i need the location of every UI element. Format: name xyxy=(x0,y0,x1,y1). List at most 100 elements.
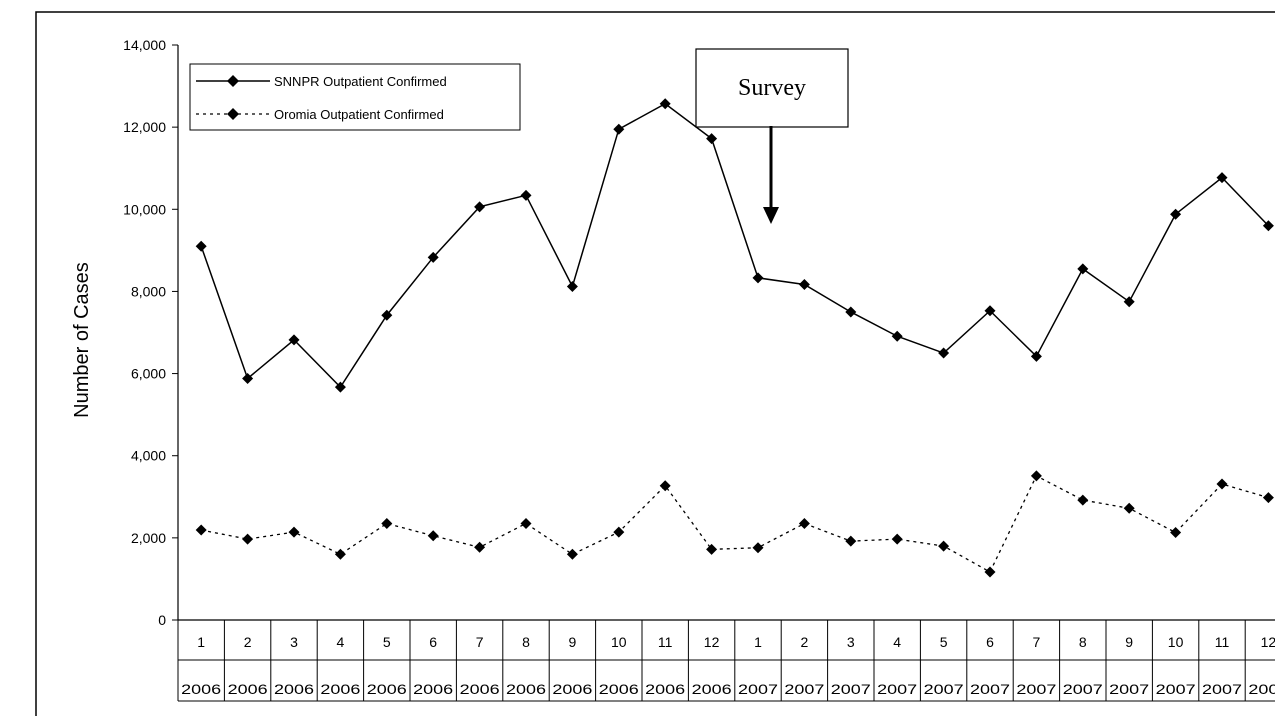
survey-box xyxy=(695,48,849,128)
data-point-snnpr xyxy=(334,381,346,393)
data-point-oromia xyxy=(242,533,254,545)
x-tick-label-year: 2006 xyxy=(692,681,732,697)
data-point-oromia xyxy=(195,524,207,536)
data-point-oromia xyxy=(752,542,764,554)
data-point-snnpr xyxy=(1123,296,1135,308)
x-tick-label-year: 2006 xyxy=(460,681,500,697)
data-point-oromia xyxy=(1170,527,1182,539)
legend-marker-snnpr xyxy=(227,75,239,87)
x-tick-label-month: 11 xyxy=(658,634,673,650)
x-tick-label-year: 2007 xyxy=(1202,681,1242,697)
series-line-oromia xyxy=(201,474,1269,573)
data-point-snnpr xyxy=(1262,220,1274,232)
data-point-snnpr xyxy=(1216,172,1228,184)
data-point-oromia xyxy=(1030,470,1042,482)
x-tick-label-month: 4 xyxy=(337,634,345,650)
x-tick-label-year: 2007 xyxy=(877,681,917,697)
data-point-oromia xyxy=(659,480,671,492)
x-tick-label-month: 12 xyxy=(704,634,720,650)
x-tick-label-month: 1 xyxy=(197,634,205,650)
x-tick-label-month: 5 xyxy=(940,634,948,650)
x-tick-label-month: 3 xyxy=(290,634,298,650)
x-tick-label-year: 2007 xyxy=(1156,681,1196,697)
data-point-oromia xyxy=(474,541,486,553)
x-tick-label-year: 2007 xyxy=(1016,681,1056,697)
data-point-snnpr xyxy=(891,330,903,342)
y-tick-label: 8,000 xyxy=(131,283,166,299)
data-point-oromia xyxy=(613,526,625,538)
x-tick-label-year: 2007 xyxy=(738,681,778,697)
x-tick-label-month: 8 xyxy=(522,634,530,650)
data-point-oromia xyxy=(706,543,718,555)
data-point-oromia xyxy=(938,540,950,552)
data-point-oromia xyxy=(1262,492,1274,504)
y-axis-label: Number of Cases xyxy=(71,262,93,418)
x-tick-label-year: 2006 xyxy=(413,681,453,697)
x-tick-label-month: 6 xyxy=(429,634,437,650)
x-tick-label-year: 2007 xyxy=(1063,681,1103,697)
x-tick-label-year: 2006 xyxy=(274,681,314,697)
x-tick-label-month: 8 xyxy=(1079,634,1087,650)
x-tick-label-year: 2006 xyxy=(645,681,685,697)
data-point-snnpr xyxy=(427,251,439,263)
data-point-snnpr xyxy=(845,306,857,318)
data-point-snnpr xyxy=(474,201,486,213)
x-tick-label-month: 7 xyxy=(476,634,484,650)
series-layer xyxy=(195,98,1274,578)
data-point-oromia xyxy=(845,535,857,547)
axes: 0 2,000 4,000 6,000 8,000 10,000 12,000 14,000 1… xyxy=(123,37,1275,702)
data-point-oromia xyxy=(1123,502,1135,514)
data-point-snnpr xyxy=(984,305,996,317)
x-tick-label-month: 2 xyxy=(244,634,252,650)
data-point-snnpr xyxy=(1030,350,1042,362)
data-point-snnpr xyxy=(1170,208,1182,220)
x-tick-label-month: 10 xyxy=(1168,634,1184,650)
legend-marker-oromia xyxy=(227,108,239,120)
data-point-oromia xyxy=(288,526,300,538)
x-tick-label-year: 2007 xyxy=(924,681,964,697)
x-tick-label-month: 5 xyxy=(383,634,391,650)
y-tick-label: 6,000 xyxy=(131,366,166,382)
data-point-snnpr xyxy=(520,189,532,201)
survey-label: Survey xyxy=(738,75,806,101)
x-tick-label-year: 2007 xyxy=(1248,681,1275,697)
x-tick-label-month: 12 xyxy=(1261,634,1275,650)
data-point-snnpr xyxy=(798,278,810,290)
x-tick-label-month: 6 xyxy=(986,634,994,650)
x-tick-label-year: 2007 xyxy=(784,681,824,697)
data-point-snnpr xyxy=(288,334,300,346)
x-tick-label-year: 2007 xyxy=(1109,681,1149,697)
x-tick-label-year: 2007 xyxy=(831,681,871,697)
x-tick-label-year: 2006 xyxy=(552,681,592,697)
legend: SNNPR Outpatient Confirmed Oromia Outpat… xyxy=(189,63,521,131)
survey-arrow-head xyxy=(763,207,779,224)
legend-label-oromia: Oromia Outpatient Confirmed xyxy=(274,107,444,122)
x-tick-label-year: 2006 xyxy=(367,681,407,697)
data-point-snnpr xyxy=(752,272,764,284)
x-tick-label-month: 11 xyxy=(1215,634,1230,650)
x-tick-label-year: 2006 xyxy=(506,681,546,697)
y-tick-label: 2,000 xyxy=(131,530,166,546)
y-tick-label: 14,000 xyxy=(123,37,166,53)
data-point-snnpr xyxy=(195,240,207,252)
survey-annotation: Survey xyxy=(695,48,849,224)
x-tick-label-month: 3 xyxy=(847,634,855,650)
data-point-oromia xyxy=(984,566,996,578)
data-point-oromia xyxy=(334,548,346,560)
x-tick-label-year: 2006 xyxy=(228,681,268,697)
data-point-snnpr xyxy=(1077,263,1089,275)
x-tick-label-year: 2007 xyxy=(970,681,1010,697)
data-point-oromia xyxy=(427,530,439,542)
y-tick-label: 10,000 xyxy=(123,201,166,217)
figure-border xyxy=(35,11,1275,716)
data-point-snnpr xyxy=(613,123,625,135)
data-point-oromia xyxy=(520,517,532,529)
data-point-oromia xyxy=(798,517,810,529)
x-tick-label-year: 2006 xyxy=(320,681,360,697)
x-tick-label-month: 1 xyxy=(754,634,762,650)
x-tick-label-month: 4 xyxy=(893,634,901,650)
data-point-snnpr xyxy=(938,347,950,359)
x-tick-label-year: 2006 xyxy=(181,681,221,697)
data-point-oromia xyxy=(891,533,903,545)
